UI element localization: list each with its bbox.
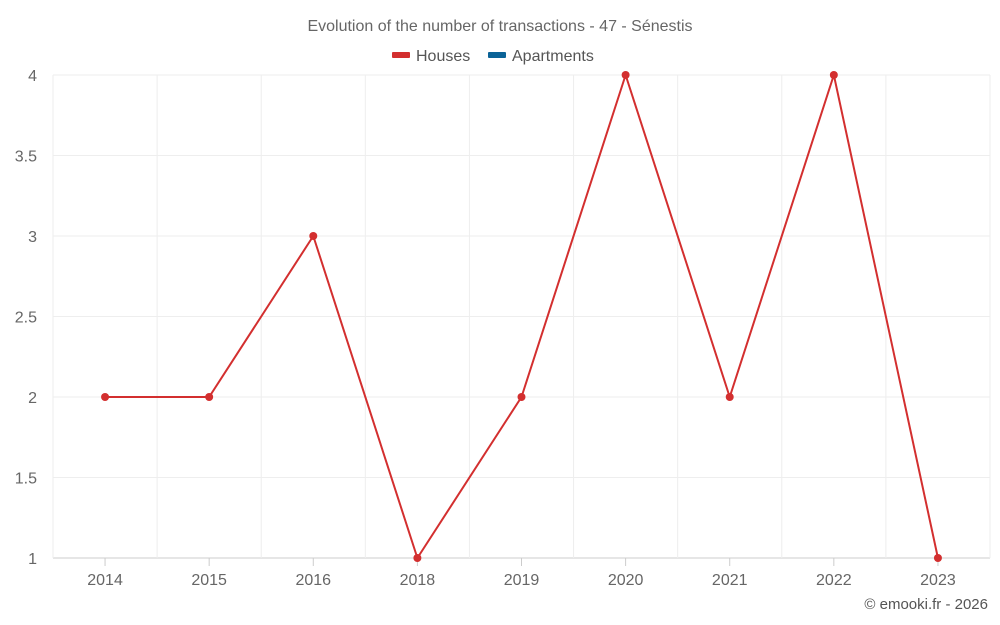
data-point[interactable]	[933, 554, 942, 562]
x-tick-label: 2021	[712, 572, 748, 589]
x-tick-label: 2022	[816, 572, 852, 589]
data-point[interactable]	[413, 554, 422, 562]
legend-swatch-houses	[392, 52, 410, 58]
y-tick-label: 1	[28, 551, 37, 568]
y-tick-label: 3	[28, 229, 37, 246]
legend-item-apartments[interactable]: Apartments	[488, 48, 594, 65]
y-tick-label: 3.5	[15, 149, 37, 166]
data-point[interactable]	[205, 393, 214, 401]
y-tick-label: 1.5	[15, 471, 37, 488]
legend-swatch-apartments	[488, 52, 506, 58]
data-point[interactable]	[101, 393, 110, 401]
x-tick-label: 2014	[87, 572, 123, 589]
y-tick-label: 4	[28, 68, 37, 85]
data-point[interactable]	[725, 393, 734, 401]
data-point[interactable]	[829, 71, 838, 79]
x-tick-label: 2020	[608, 572, 644, 589]
y-tick-label: 2.5	[15, 310, 37, 327]
legend-label-apartments: Apartments	[512, 48, 594, 65]
axes: 1 1.5 2 2.5 3 3.5 4 2014 2015 2016 2018 2019 2020 202…	[15, 68, 956, 589]
x-tick-label: 2016	[295, 572, 331, 589]
data-point[interactable]	[517, 393, 526, 401]
legend-item-houses[interactable]: Houses	[392, 48, 470, 65]
x-tick-label: 2015	[191, 572, 227, 589]
legend: Houses Apartments	[392, 48, 594, 65]
x-tick-label: 2018	[400, 572, 436, 589]
data-point[interactable]	[621, 71, 630, 79]
x-tick-label: 2019	[504, 572, 540, 589]
credit-text: © emooki.fr - 2026	[864, 596, 988, 613]
legend-label-houses: Houses	[416, 48, 470, 65]
chart-title: Evolution of the number of transactions …	[307, 18, 692, 35]
x-tick-label: 2023	[920, 572, 956, 589]
data-point[interactable]	[309, 232, 318, 240]
y-tick-label: 2	[28, 390, 37, 407]
series-houses	[101, 71, 942, 562]
